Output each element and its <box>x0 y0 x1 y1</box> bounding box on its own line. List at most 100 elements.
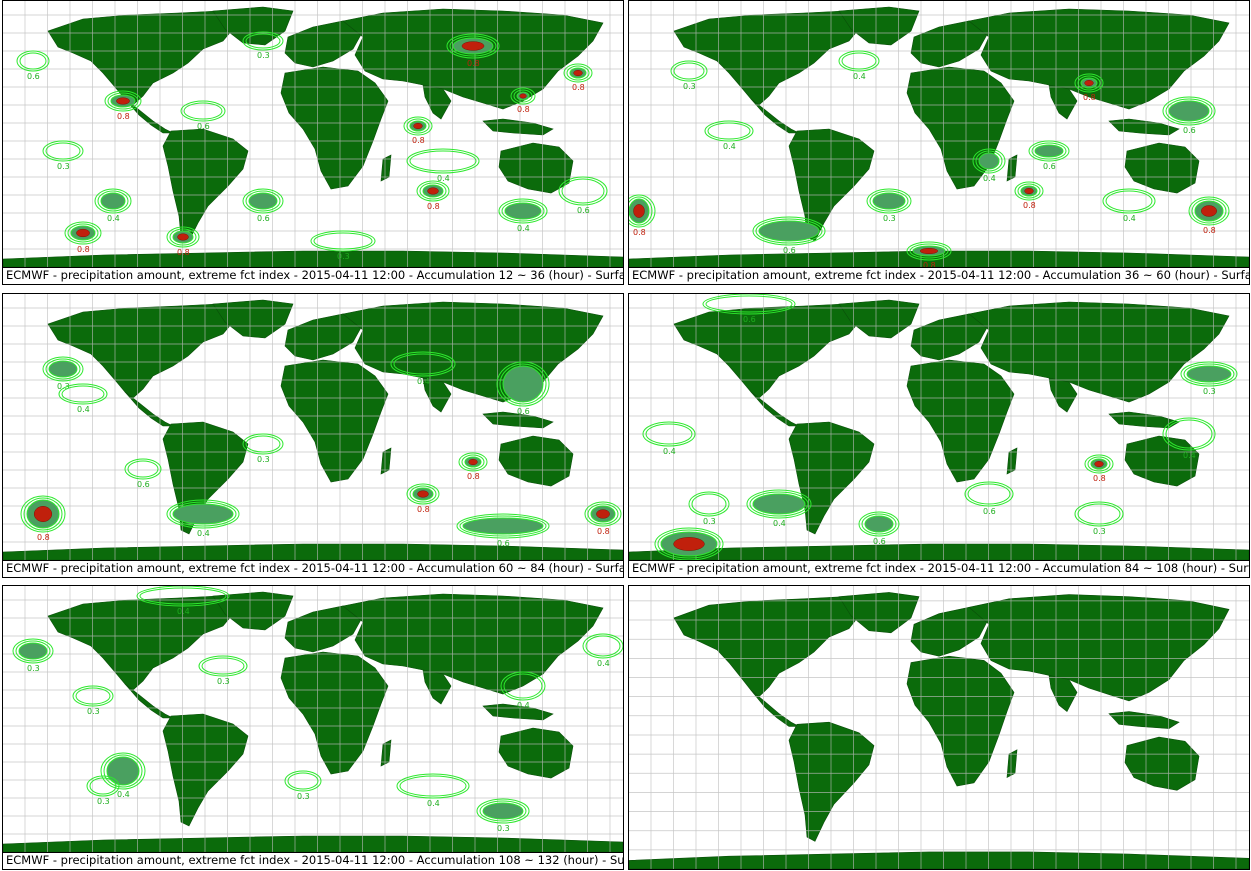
contour-feature: 0.8 <box>1074 73 1104 102</box>
contour-label: 0.6 <box>27 72 40 81</box>
contour-feature: 0.6 <box>242 188 284 223</box>
contour-fill-mid <box>462 517 544 535</box>
land-africa <box>280 651 389 775</box>
contour-line-low <box>245 435 281 453</box>
contour-line-low <box>642 421 696 447</box>
contour-label: 0.8 <box>572 83 585 92</box>
contour-label: 0.8 <box>1023 201 1036 210</box>
landmasses <box>629 299 1249 560</box>
contour-feature: 0.4 <box>746 489 812 528</box>
contour-line-low <box>501 200 545 222</box>
contour-label: 0.6 <box>257 214 270 223</box>
contour-feature: 0.3 <box>242 31 284 60</box>
land-europe <box>910 313 990 361</box>
contour-line-low <box>746 489 812 519</box>
contour-line-low <box>245 190 281 212</box>
contour-line-low <box>94 188 132 214</box>
contour-line-low <box>393 353 453 375</box>
contour-feature: 0.8 <box>1014 181 1044 210</box>
contour-fill-extreme <box>427 187 439 195</box>
contour-fill-mid <box>752 493 806 515</box>
contour-line-low <box>456 513 550 539</box>
contour-label: 0.8 <box>77 245 90 254</box>
contour-label: 0.4 <box>517 224 530 233</box>
contour-label: 0.6 <box>983 507 996 516</box>
land-antarctica <box>3 835 623 852</box>
contour-line-low <box>858 511 900 537</box>
contour-feature: 0.6 <box>456 513 550 548</box>
contour-line-low <box>75 687 111 705</box>
contour-label: 0.4 <box>107 214 120 223</box>
contour-line-low <box>513 89 533 103</box>
land-greenland <box>838 6 920 46</box>
contour-line-low <box>670 60 708 82</box>
contour-feature: 0.6 <box>16 50 50 81</box>
contour-label: 0.3 <box>27 664 40 673</box>
contour-line-low <box>1017 183 1041 199</box>
contour-fill-extreme <box>177 233 189 241</box>
map-panel-4: 0.80.80.30.40.60.30.40.60.30.40.6 ECMWF … <box>628 293 1250 578</box>
contour-line-low <box>479 800 527 822</box>
precipitation-efi-map-1: 0.8 0.8 0.8 0.8 0.8 0.8 0.8 0.8 0.6 0.3 0.4 0.6 0.3 0… <box>3 1 623 267</box>
contour-line-low <box>1074 73 1104 93</box>
contour-feature: 0.3 <box>1180 361 1238 396</box>
contour-fill-mid <box>978 152 1000 170</box>
contour-feature: 0.4 <box>1162 417 1216 460</box>
contour-line-low <box>1028 140 1070 162</box>
contour-line-low <box>841 52 877 70</box>
contour-feature: 0.6 <box>558 176 608 215</box>
contour-line-low <box>42 140 84 162</box>
contour-fill-mid <box>106 756 140 786</box>
contour-label: 0.8 <box>1083 93 1096 102</box>
contour-line-low <box>702 294 796 315</box>
contour-line-low <box>499 363 547 405</box>
contour-feature: 0.4 <box>642 421 696 456</box>
contour-feature: 0.4 <box>838 50 880 81</box>
contour-label: 0.6 <box>1043 162 1056 171</box>
land-north-america <box>673 596 865 698</box>
contour-line-low <box>1165 419 1213 449</box>
lat-lon-grid <box>629 586 1249 869</box>
contour-line-low <box>242 188 284 214</box>
landmasses <box>629 592 1249 869</box>
contour-fill-extreme <box>413 123 423 129</box>
contour-line-low <box>964 481 1014 507</box>
contour-label: 0.6 <box>783 246 796 255</box>
contour-feature: 0.8 <box>906 241 952 267</box>
contour-label: 0.3 <box>337 252 350 261</box>
contour-line-low <box>561 178 605 204</box>
contour-feature: 0.3 <box>242 433 284 464</box>
contour-label: 0.6 <box>517 407 530 416</box>
land-africa <box>280 359 389 483</box>
contour-feature: 0.4 <box>396 773 470 808</box>
contour-fill-extreme <box>919 248 939 254</box>
contour-feature: 0.6 <box>702 294 796 324</box>
land-north-america <box>673 303 865 399</box>
contour-label: 0.6 <box>577 206 590 215</box>
contour-label: 0.8 <box>597 527 610 536</box>
land-africa <box>906 655 1015 787</box>
contour-feature: 0.3 <box>12 638 54 673</box>
contour-line-low <box>629 194 656 228</box>
contour-label: 0.3 <box>257 51 270 60</box>
contour-line-low <box>972 148 1006 174</box>
contour-line-low <box>1014 181 1044 201</box>
contour-fill-mid <box>248 192 278 210</box>
contour-feature: 0.4 <box>390 351 456 386</box>
contour-feature: 0.6 <box>1028 140 1070 171</box>
contour-feature: 0.3 <box>670 60 708 91</box>
contour-label: 0.8 <box>467 59 480 68</box>
contour-line-low <box>23 497 63 531</box>
contour-line-low <box>1074 501 1124 527</box>
map-panel-5: 0.3 0.4 0.3 0.4 0.3 0.4 0.3 0.4 0.3 0.4 0.3 ECMWF … <box>2 585 624 870</box>
contour-line-low <box>558 176 608 206</box>
contour-line-low <box>45 142 81 160</box>
map-layer <box>629 586 1249 869</box>
land-greenland <box>212 591 294 631</box>
contour-fill-mid <box>100 192 126 210</box>
contour-line-low <box>390 351 456 377</box>
contour-feature: 0.8 <box>510 87 536 114</box>
land-north-america <box>47 10 239 106</box>
contour-line-low <box>1162 96 1216 126</box>
contour-fill-extreme <box>573 70 583 76</box>
